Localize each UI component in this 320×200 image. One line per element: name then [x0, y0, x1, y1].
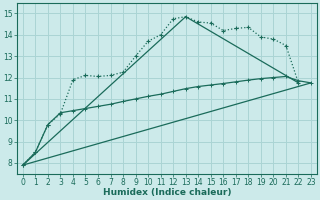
X-axis label: Humidex (Indice chaleur): Humidex (Indice chaleur)	[103, 188, 231, 197]
